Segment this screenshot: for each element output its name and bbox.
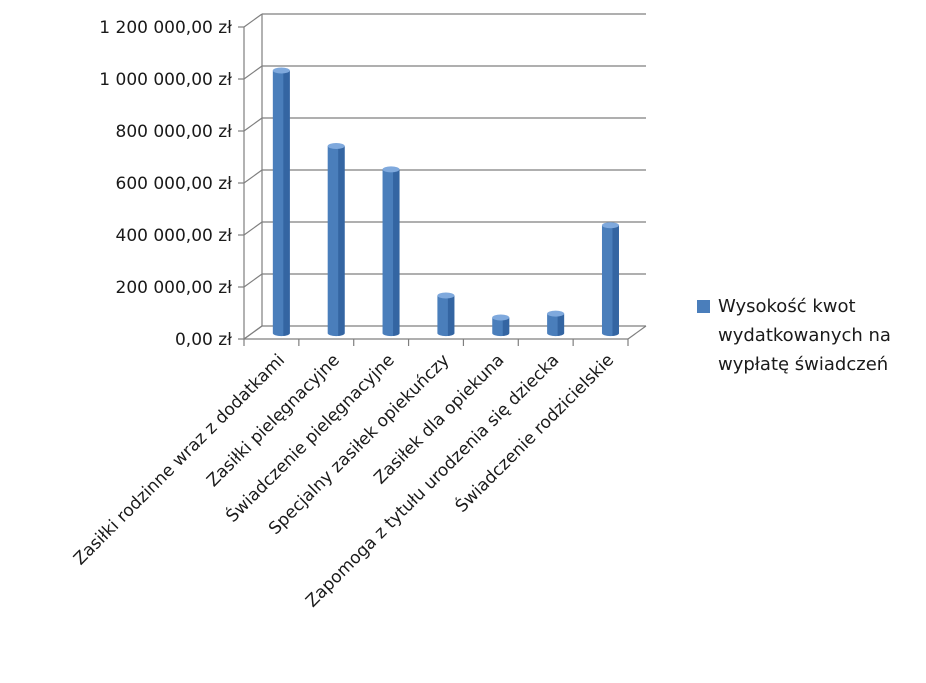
bar-shade — [557, 313, 565, 337]
y-tick-label: 0,00 zł — [175, 330, 232, 350]
bar-top — [327, 142, 345, 149]
bar — [382, 166, 400, 337]
bar-shade — [393, 169, 400, 337]
bar-shade — [338, 145, 345, 337]
x-axis — [243, 338, 629, 346]
bar-shade — [502, 317, 510, 337]
gridline-side — [243, 169, 263, 184]
bar-top — [547, 310, 565, 317]
gridline-side — [243, 273, 263, 288]
gridlines — [243, 13, 646, 340]
bars — [272, 67, 619, 337]
bar-shade — [283, 70, 290, 337]
bar-top — [437, 292, 455, 299]
x-axis-labels: Zasiłki rodzinne wraz z dodatkamiZasiłki… — [70, 349, 618, 612]
bar-top — [272, 67, 290, 74]
bar-top — [382, 166, 400, 173]
bar — [437, 292, 455, 337]
x-tick-label: Zasiłki rodzinne wraz z dodatkami — [70, 350, 289, 569]
legend-label: Wysokość kwot wydatkowanych na wypłatę ś… — [718, 296, 891, 375]
bar — [601, 222, 619, 337]
bar — [492, 314, 510, 337]
x-tick-label: Zapomoga z tytułu urodzenia się dziecka — [302, 350, 563, 611]
gridline-side — [243, 325, 263, 340]
bar-top — [492, 314, 510, 321]
y-tick-label: 800 000,00 zł — [116, 122, 233, 142]
bar-top — [601, 222, 619, 229]
floor-right-edge — [627, 325, 647, 340]
y-tick-label: 600 000,00 zł — [116, 174, 233, 194]
y-tick-label: 1 000 000,00 zł — [99, 70, 232, 90]
bar-shade — [447, 295, 455, 337]
y-tick-label: 400 000,00 zł — [116, 226, 233, 246]
bar — [327, 142, 345, 337]
y-tick-label: 200 000,00 zł — [116, 278, 233, 298]
bar — [272, 67, 290, 337]
bar — [547, 310, 565, 337]
chart-walls — [243, 14, 647, 340]
y-tick-label: 1 200 000,00 zł — [99, 18, 232, 38]
gridline-side — [243, 117, 263, 132]
gridline-side — [243, 65, 263, 80]
bar-shade — [612, 225, 619, 337]
legend-swatch — [697, 300, 710, 313]
gridline-side — [243, 221, 263, 236]
y-axis-ticks: 0,00 zł 200 000,00 zł 400 000,00 zł 600 000… — [99, 18, 244, 350]
gridline-side — [243, 13, 263, 28]
